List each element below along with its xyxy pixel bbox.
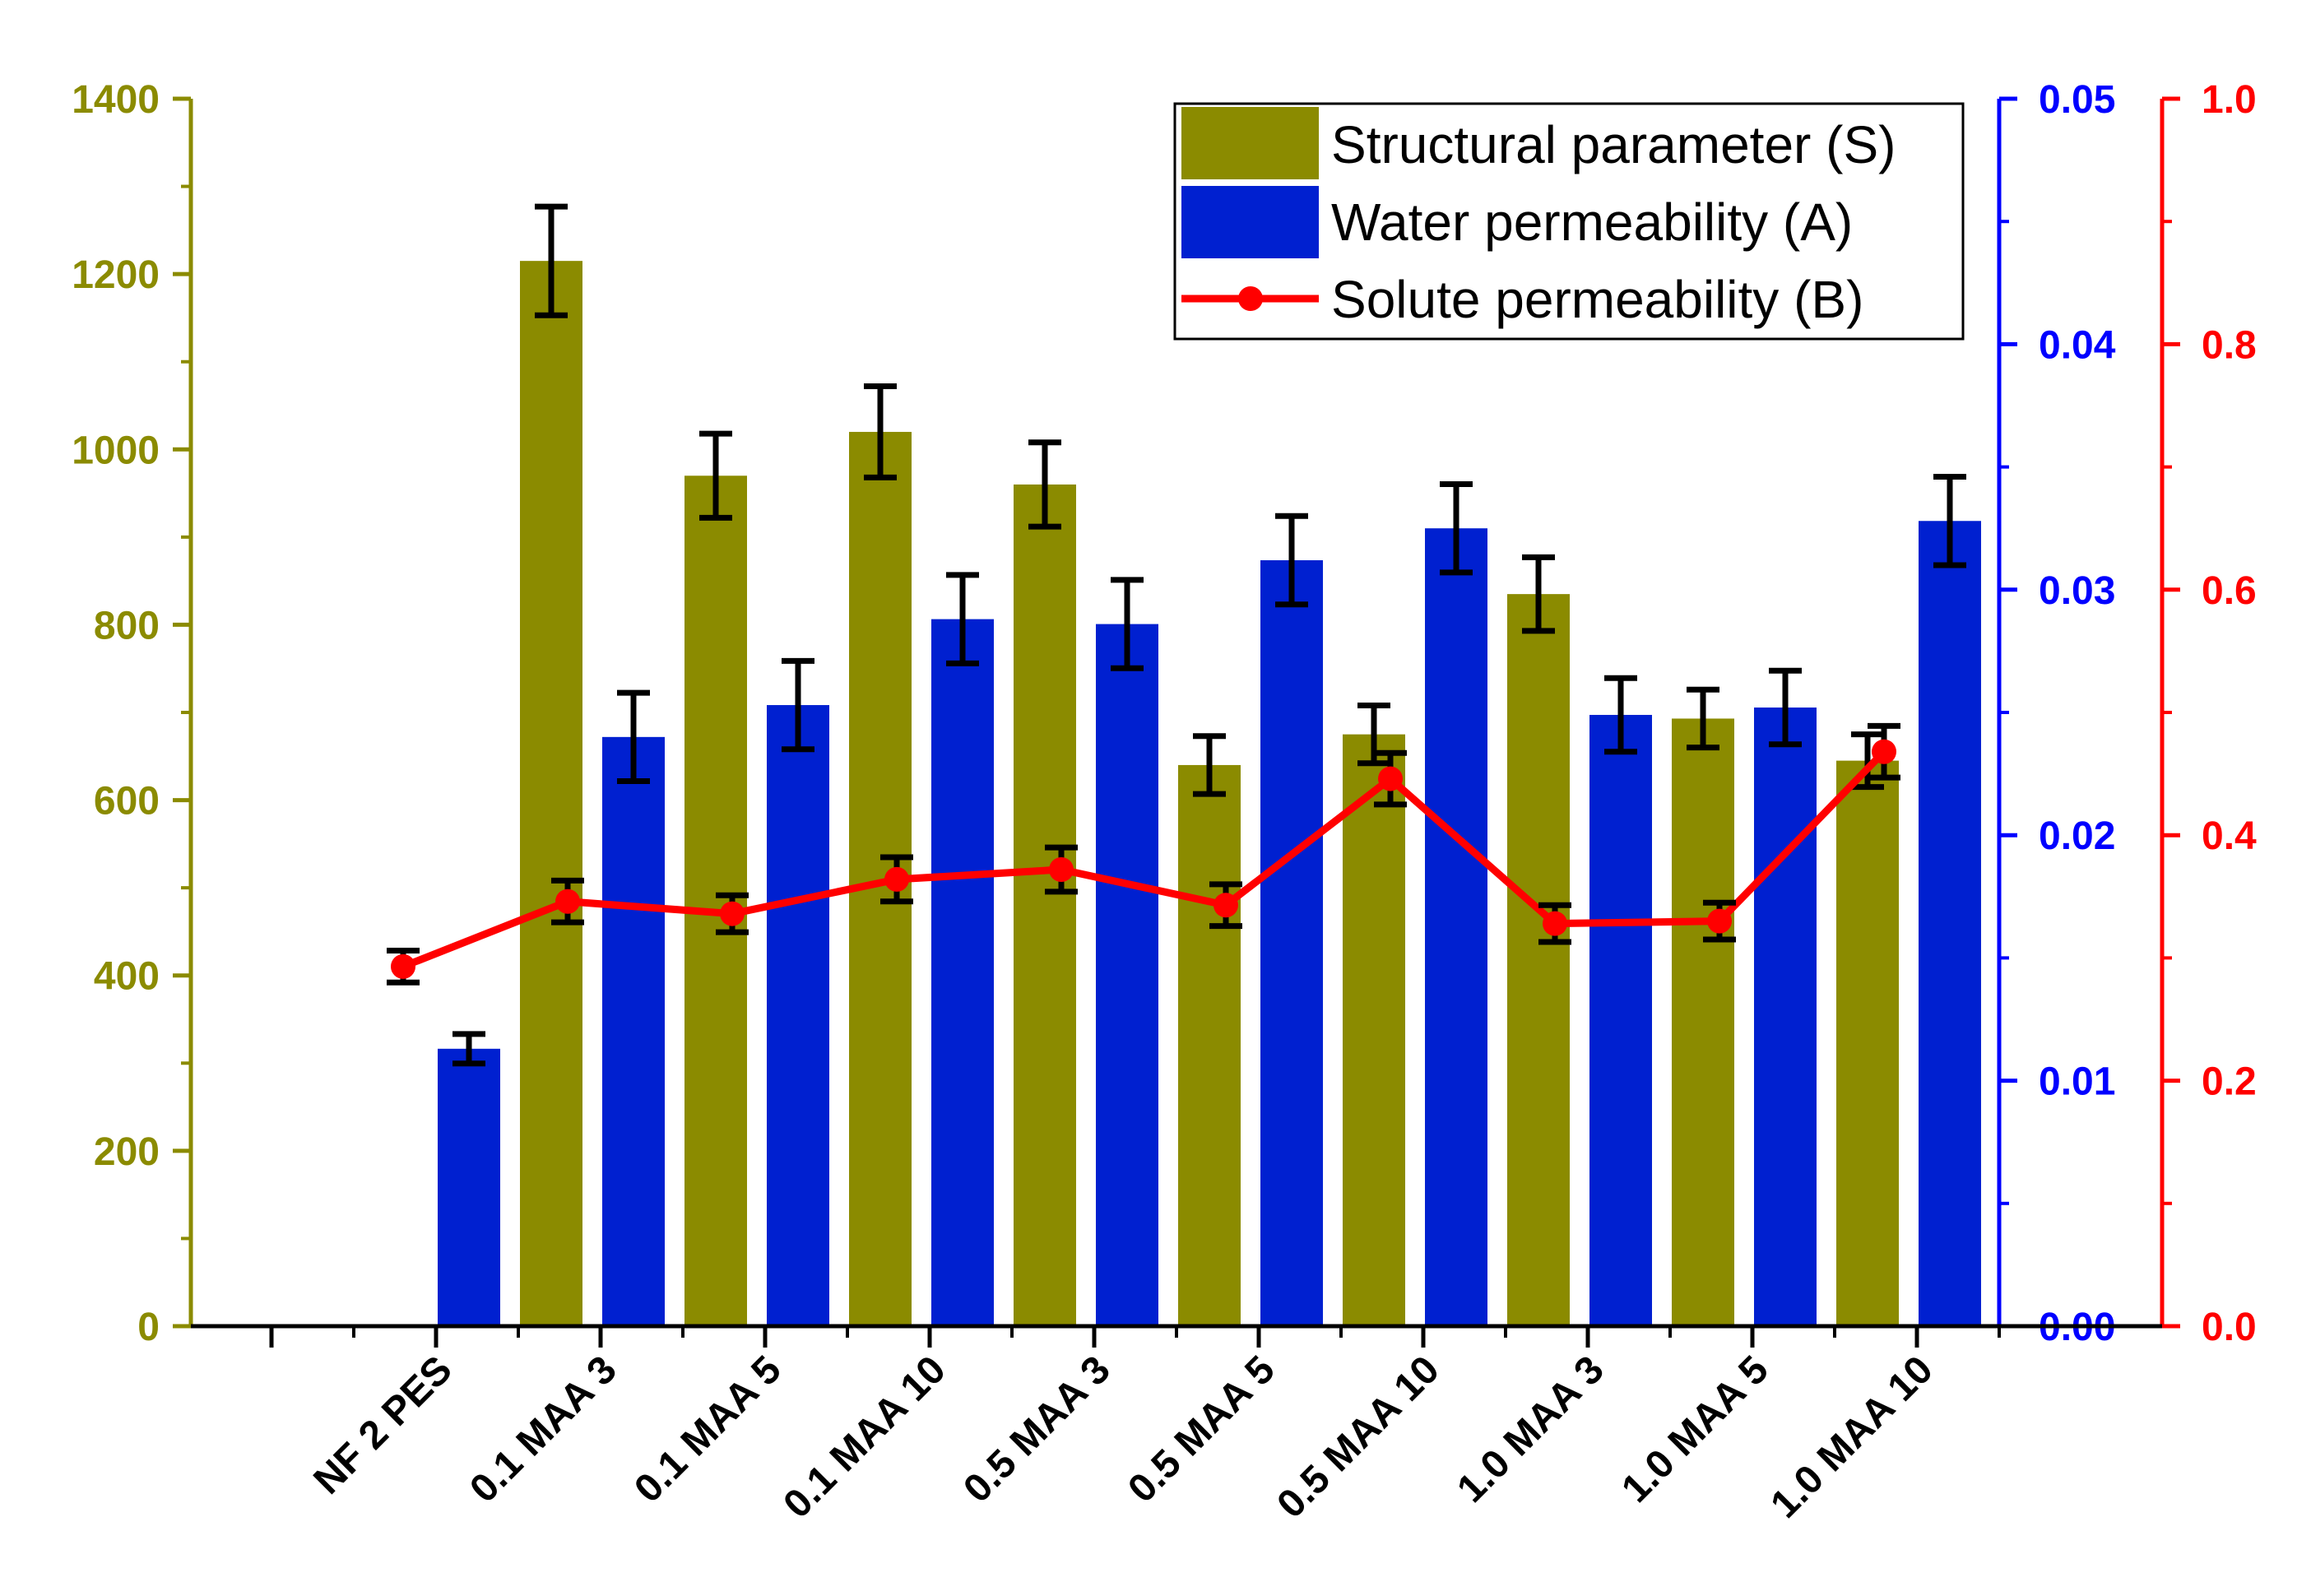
bar-water-permeability-3 <box>931 619 994 1326</box>
left-tick-label: 1400 <box>72 78 160 122</box>
errorbar-structural-parameter-1 <box>535 203 568 318</box>
bar-structural-parameter-7 <box>1507 594 1570 1326</box>
plot-marks <box>387 203 1981 1327</box>
x-tick-label: 0.5 MAA 5 <box>1120 1348 1283 1510</box>
legend-label-structural-parameter: Structural parameter (S) <box>1331 115 1896 174</box>
right-water-tick-label: 0.01 <box>2039 1060 2115 1104</box>
errorbar-water-permeability-0 <box>452 1031 485 1067</box>
right-solute-tick-label: 0.6 <box>2202 569 2257 613</box>
point-solute-permeability-7 <box>1543 911 1567 936</box>
errorbar-structural-parameter-3 <box>864 383 897 480</box>
errorbar-water-permeability-5 <box>1275 513 1308 608</box>
right-water-tick-label: 0.05 <box>2039 78 2115 122</box>
bar-water-permeability-2 <box>767 705 829 1326</box>
errorbar-water-permeability-7 <box>1604 675 1637 755</box>
right-solute-tick-label: 0.2 <box>2202 1060 2257 1104</box>
right-solute-tick-label: 0.4 <box>2202 814 2257 858</box>
x-tick-label: 0.5 MAA 3 <box>955 1348 1118 1510</box>
x-tick-label: 0.5 MAA 10 <box>1269 1348 1447 1526</box>
bar-structural-parameter-9 <box>1836 760 1899 1326</box>
errorbar-structural-parameter-8 <box>1687 686 1719 751</box>
errorbar-water-permeability-8 <box>1769 667 1802 748</box>
bar-water-permeability-8 <box>1754 708 1817 1326</box>
point-solute-permeability-9 <box>1872 739 1896 764</box>
bar-structural-parameter-1 <box>520 261 582 1327</box>
x-tick-label: 1.0 MAA 10 <box>1762 1348 1941 1526</box>
point-solute-permeability-6 <box>1378 766 1403 791</box>
right-solute-tick-label: 0.0 <box>2202 1306 2257 1349</box>
errorbar-structural-parameter-7 <box>1522 554 1555 634</box>
legend: Structural parameter (S) Water permeabili… <box>1173 102 1965 341</box>
bar-structural-parameter-6 <box>1343 734 1405 1326</box>
errorbar-water-permeability-9 <box>1933 474 1966 568</box>
x-tick-label: 0.1 MAA 5 <box>626 1348 789 1510</box>
errorbar-structural-parameter-2 <box>699 430 732 521</box>
bar-water-permeability-5 <box>1260 559 1323 1326</box>
errorbar-structural-parameter-5 <box>1193 733 1226 797</box>
left-tick-label: 0 <box>137 1306 160 1349</box>
errorbar-water-permeability-6 <box>1440 480 1473 576</box>
point-solute-permeability-4 <box>1049 856 1074 882</box>
legend-swatch-water-permeability <box>1181 186 1319 258</box>
bar-water-permeability-7 <box>1589 714 1652 1326</box>
x-tick-label: 0.1 MAA 3 <box>462 1348 624 1510</box>
left-tick-label: 1000 <box>72 429 160 472</box>
left-tick-label: 1200 <box>72 253 160 297</box>
errorbar-water-permeability-1 <box>617 689 650 785</box>
point-solute-permeability-8 <box>1707 908 1732 934</box>
bar-water-permeability-4 <box>1096 624 1158 1326</box>
bar-structural-parameter-8 <box>1672 718 1734 1326</box>
right-water-tick-label: 0.04 <box>2039 323 2116 367</box>
x-tick-label: 1.0 MAA 5 <box>1613 1348 1776 1510</box>
x-tick-label: 0.1 MAA 10 <box>775 1348 954 1526</box>
right-water-tick-label: 0.02 <box>2039 814 2115 858</box>
legend-label-solute-permeability: Solute permeability (B) <box>1331 270 1863 329</box>
left-tick-label: 800 <box>94 604 160 647</box>
right-water-tick-label: 0.03 <box>2039 569 2115 613</box>
left-tick-label: 600 <box>94 780 160 824</box>
point-solute-permeability-1 <box>555 888 580 914</box>
legend-marker-solute-permeability <box>1238 286 1263 311</box>
x-tick-label: NF 2 PES <box>305 1348 460 1502</box>
errorbar-water-permeability-4 <box>1111 577 1144 671</box>
point-solute-permeability-0 <box>391 953 415 979</box>
bar-water-permeability-9 <box>1919 521 1981 1326</box>
legend-label-water-permeability: Water permeability (A) <box>1331 193 1853 252</box>
errorbar-water-permeability-2 <box>782 657 814 753</box>
bar-structural-parameter-2 <box>684 476 747 1327</box>
left-tick-label: 200 <box>94 1130 160 1174</box>
point-solute-permeability-3 <box>884 866 909 892</box>
left-tick-label: 400 <box>94 955 160 999</box>
right-solute-tick-label: 1.0 <box>2202 78 2257 122</box>
point-solute-permeability-2 <box>720 901 745 926</box>
bar-water-permeability-6 <box>1425 528 1487 1326</box>
errorbar-structural-parameter-4 <box>1028 439 1061 530</box>
point-solute-permeability-5 <box>1214 893 1238 918</box>
bar-water-permeability-0 <box>438 1048 500 1326</box>
bar-water-permeability-1 <box>602 736 665 1326</box>
errorbar-water-permeability-3 <box>946 572 979 666</box>
bar-structural-parameter-5 <box>1178 764 1241 1326</box>
legend-swatch-structural-parameter <box>1181 107 1319 179</box>
bar-structural-parameter-4 <box>1014 484 1076 1326</box>
line-solute-permeability <box>401 749 1887 971</box>
right-solute-tick-label: 0.8 <box>2202 323 2257 367</box>
x-tick-label: 1.0 MAA 3 <box>1449 1348 1612 1510</box>
